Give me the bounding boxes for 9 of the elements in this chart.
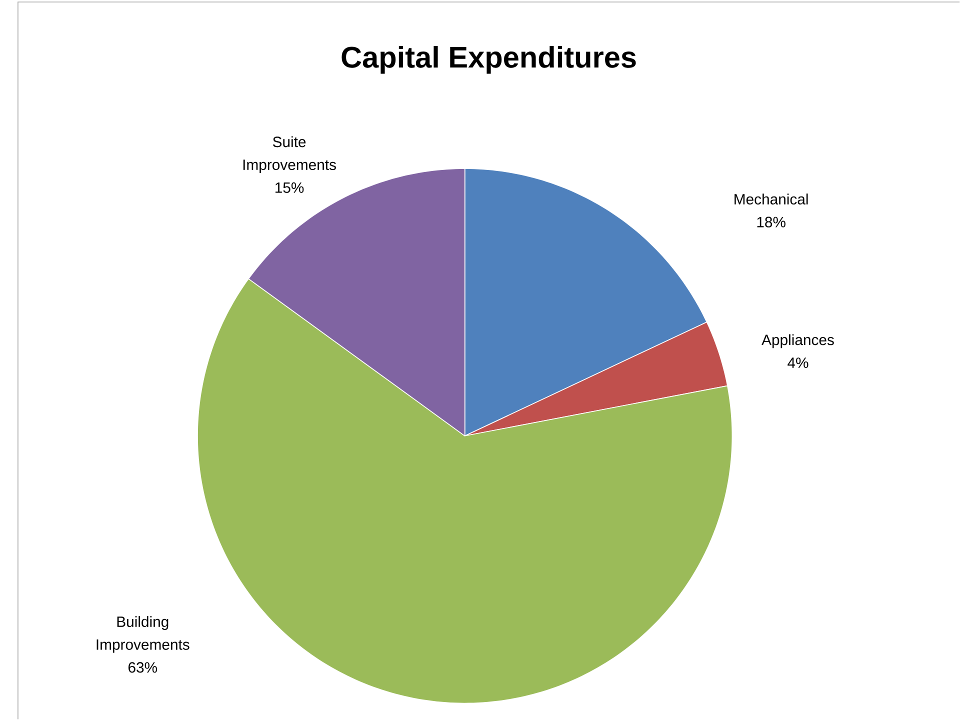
data-label: 63% — [128, 662, 158, 673]
data-label: 15% — [276, 182, 304, 194]
slice-label: Mechanical — [734, 194, 808, 205]
data-label: 4% — [788, 358, 808, 368]
data-label: 18% — [757, 217, 786, 228]
slice-label: Appliances — [762, 334, 834, 348]
slice-label: Suite Improvements — [243, 136, 336, 174]
slice-label: Building Improvements — [96, 616, 190, 653]
chart-title: Capital Expenditures — [342, 46, 636, 74]
